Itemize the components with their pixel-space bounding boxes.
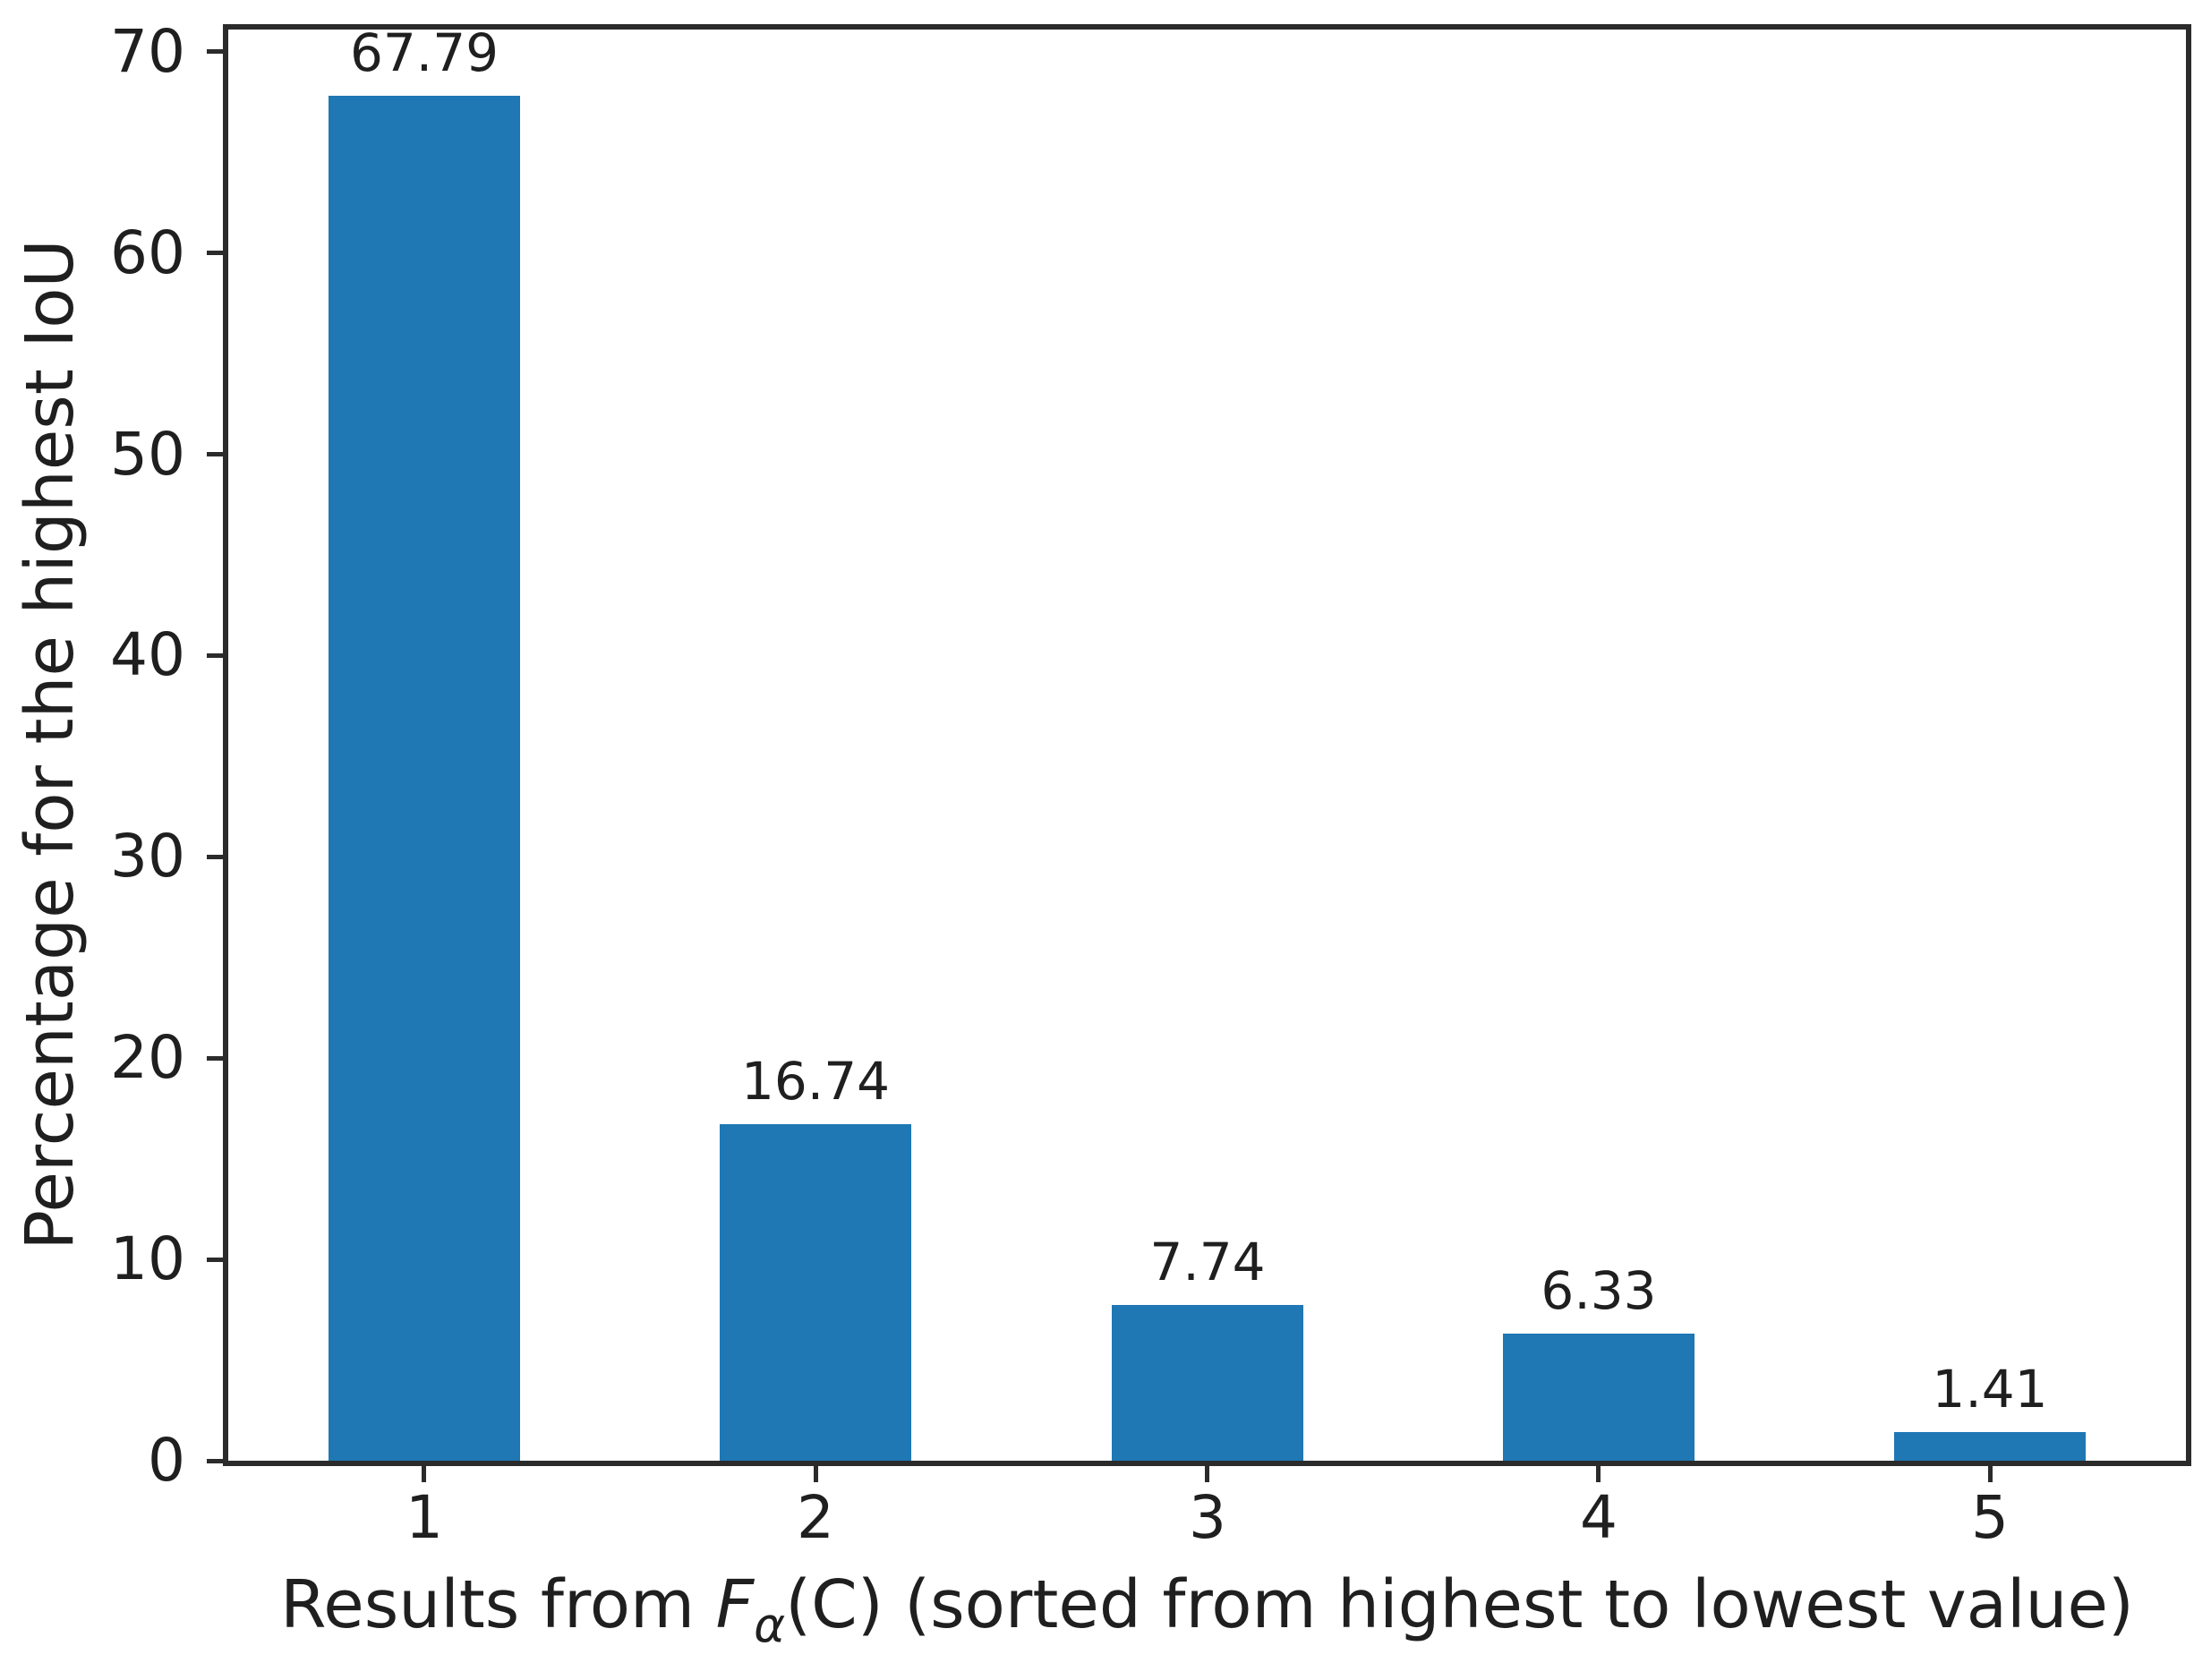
bar-2: [720, 1124, 911, 1461]
x-tick-mark-4: [1596, 1466, 1601, 1482]
y-tick-mark-60: [207, 251, 223, 255]
plot-area: 67.79 16.74 7.74 6.33 1.41: [223, 24, 2191, 1466]
y-tick-label-40: 40: [110, 620, 185, 689]
bar-value-label-4: 6.33: [1541, 1260, 1657, 1321]
x-axis-label-prefix: Results from: [280, 1566, 716, 1643]
bar-value-label-2: 16.74: [740, 1051, 891, 1112]
y-tick-mark-40: [207, 653, 223, 658]
y-tick-mark-10: [207, 1258, 223, 1262]
x-tick-mark-1: [422, 1466, 426, 1482]
bar-1: [329, 96, 520, 1461]
y-tick-mark-0: [207, 1459, 223, 1463]
x-tick-mark-5: [1988, 1466, 1993, 1482]
bar-value-label-3: 7.74: [1149, 1232, 1266, 1292]
x-axis-label-function-subscript: α: [754, 1597, 786, 1653]
y-tick-label-10: 10: [110, 1224, 185, 1293]
y-tick-label-0: 0: [148, 1426, 185, 1495]
y-axis-label: Percentage for the highest IoU: [12, 239, 89, 1250]
x-tick-label-5: 5: [1971, 1483, 2009, 1552]
y-tick-mark-20: [207, 1056, 223, 1061]
x-axis-label-function-symbol: F: [715, 1566, 755, 1643]
plot-inner: 67.79 16.74 7.74 6.33 1.41: [228, 24, 2186, 1461]
y-tick-label-50: 50: [110, 420, 185, 489]
y-tick-mark-30: [207, 855, 223, 859]
y-tick-mark-70: [207, 49, 223, 54]
y-tick-label-60: 60: [110, 218, 185, 287]
y-tick-label-30: 30: [110, 822, 185, 891]
y-tick-label-70: 70: [110, 17, 185, 86]
x-axis-label-suffix: (C) (sorted from highest to lowest value…: [785, 1566, 2134, 1643]
bar-3: [1112, 1305, 1303, 1461]
x-tick-mark-3: [1205, 1466, 1209, 1482]
x-tick-label-2: 2: [797, 1483, 834, 1552]
x-axis-label: Results from Fα(C) (sorted from highest …: [228, 1565, 2186, 1649]
x-tick-mark-2: [814, 1466, 818, 1482]
bar-value-label-1: 67.79: [349, 22, 499, 83]
x-tick-label-4: 4: [1580, 1483, 1618, 1552]
x-tick-label-3: 3: [1189, 1483, 1226, 1552]
y-tick-mark-50: [207, 452, 223, 456]
x-tick-label-1: 1: [405, 1483, 443, 1552]
bar-5: [1894, 1432, 2086, 1461]
y-tick-label-20: 20: [110, 1023, 185, 1092]
bar-4: [1503, 1334, 1695, 1461]
bar-value-label-5: 1.41: [1932, 1359, 2048, 1420]
